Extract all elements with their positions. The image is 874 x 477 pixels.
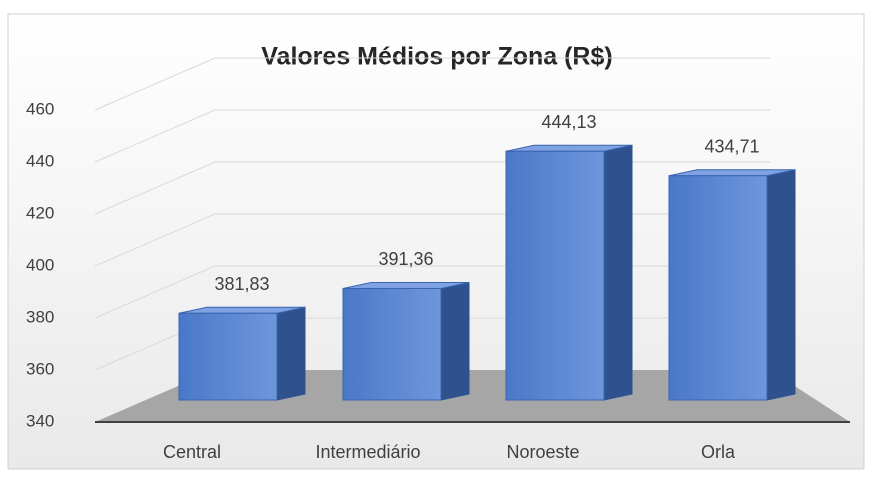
grid-line [94,109,770,163]
bar [178,312,278,401]
x-tick-label: Intermediário [315,442,420,462]
bar-side [603,144,633,401]
chart-title: Valores Médios por Zona (R$) [261,43,612,71]
bar [668,175,768,401]
grid-line [94,57,770,111]
x-tick-label: Central [163,442,221,462]
y-tick-label: 420 [26,203,54,222]
bar-side [766,169,796,401]
y-tick-label: 440 [26,151,54,170]
y-tick-label: 360 [26,359,54,378]
data-label: 434,71 [704,137,759,157]
y-tick-label: 380 [26,307,54,326]
x-tick-label: Orla [701,442,736,462]
data-label: 381,83 [214,274,269,294]
bar-side [276,306,306,401]
bar [505,150,605,401]
bar-side [440,281,470,401]
data-label: 444,13 [541,112,596,132]
data-label: 391,36 [378,249,433,269]
y-tick-label: 340 [26,411,54,430]
x-tick-label: Noroeste [506,442,579,462]
y-tick-label: 400 [26,255,54,274]
y-tick-label: 460 [26,99,54,118]
bar [342,287,442,401]
